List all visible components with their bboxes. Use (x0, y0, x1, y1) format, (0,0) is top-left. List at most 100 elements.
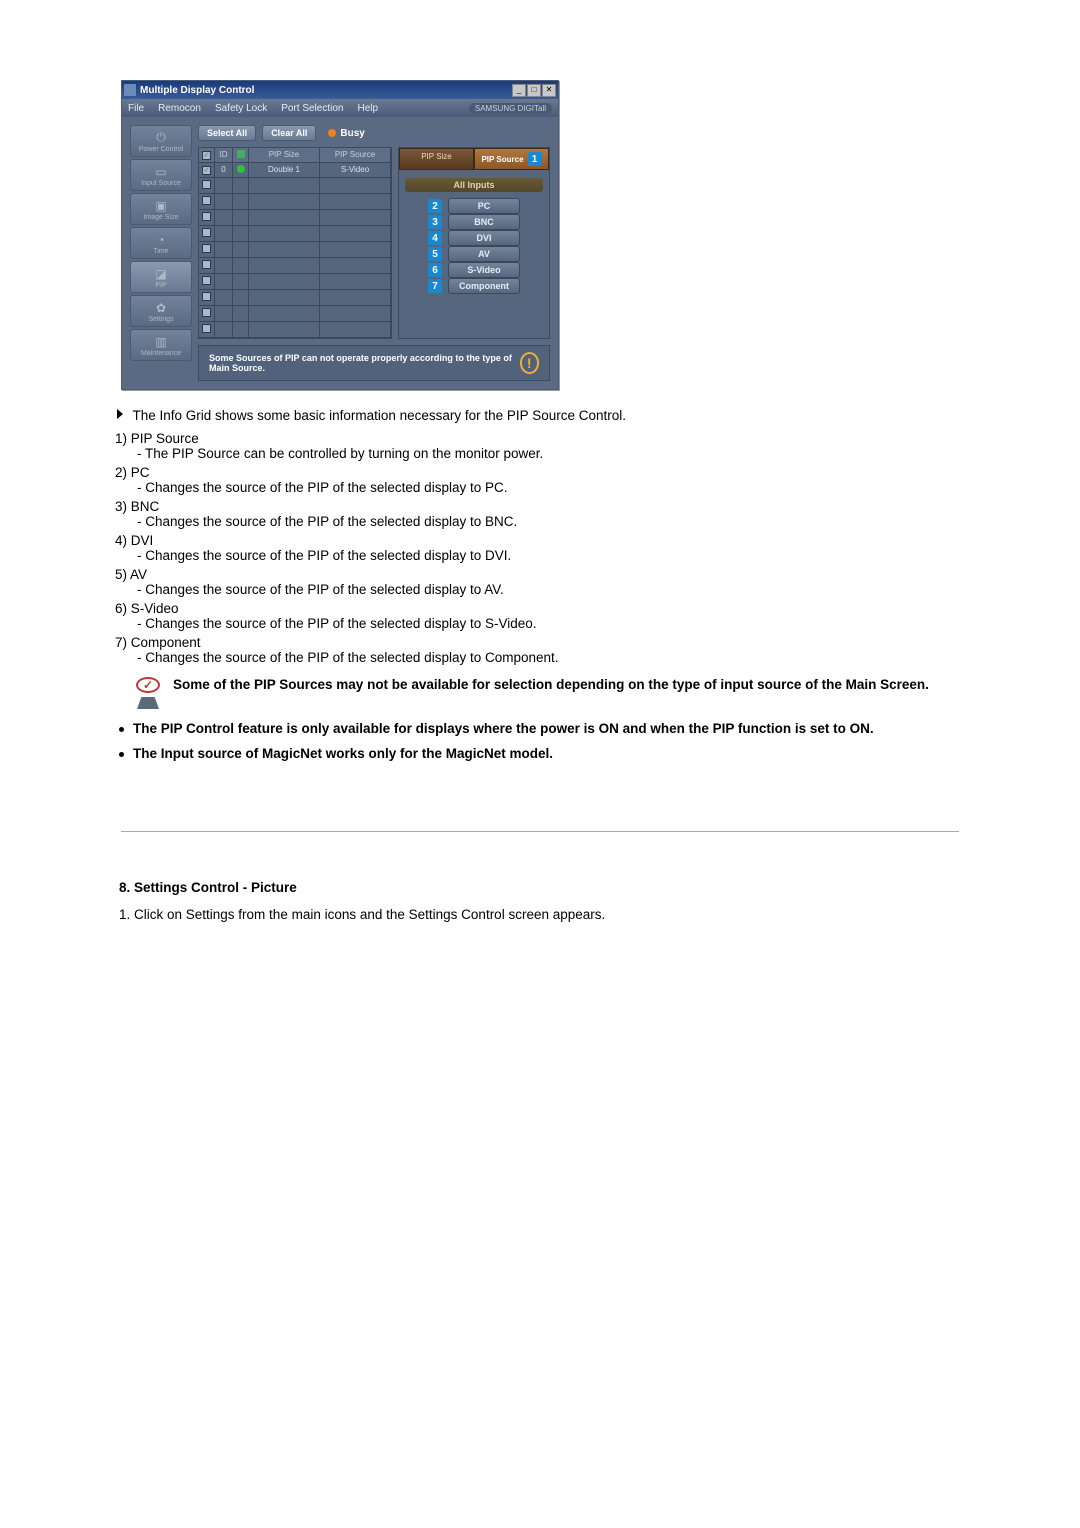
section-8-heading: 8. Settings Control - Picture (119, 880, 965, 895)
cell-id (215, 306, 233, 322)
row-checkbox[interactable] (202, 292, 211, 301)
menu-remocon[interactable]: Remocon (158, 103, 201, 114)
cell-status (233, 178, 249, 194)
bullet-list: The PIP Control feature is only availabl… (115, 721, 965, 761)
callout-badge: 2 (428, 199, 442, 213)
cell-id (215, 210, 233, 226)
cell-id (215, 194, 233, 210)
close-button[interactable]: ✕ (542, 84, 556, 97)
cell-id (215, 322, 233, 338)
callout-badge-1: 1 (528, 152, 542, 166)
maximize-button[interactable]: □ (527, 84, 541, 97)
cell-pip-size (249, 258, 320, 274)
sidebar: ⏻ Power Control ▭ Input Source ▣ Image S… (130, 125, 192, 381)
cell-pip-size (249, 242, 320, 258)
table-row[interactable] (199, 274, 391, 290)
warning-icon: ! (520, 352, 539, 374)
input-row: 4DVI (405, 230, 543, 246)
table-row[interactable] (199, 322, 391, 338)
section-8: 8. Settings Control - Picture 1. Click o… (119, 880, 965, 922)
table-row[interactable] (199, 306, 391, 322)
table-row[interactable]: 0Double 1S-Video (199, 163, 391, 178)
item-desc: Changes the source of the PIP of the sel… (115, 480, 965, 495)
input-source-button[interactable]: S-Video (448, 262, 520, 278)
image-size-icon: ▣ (150, 198, 172, 214)
cell-pip-source (320, 290, 391, 306)
tab-pip-size[interactable]: PIP Size (399, 148, 474, 170)
cell-pip-source (320, 210, 391, 226)
input-source-button[interactable]: AV (448, 246, 520, 262)
input-source-button[interactable]: DVI (448, 230, 520, 246)
cell-pip-source (320, 194, 391, 210)
table-row[interactable] (199, 178, 391, 194)
sidebar-label: Power Control (139, 146, 183, 153)
item-desc: Changes the source of the PIP of the sel… (115, 514, 965, 529)
row-checkbox[interactable] (202, 212, 211, 221)
item-desc: Changes the source of the PIP of the sel… (115, 582, 965, 597)
table-row[interactable] (199, 258, 391, 274)
sidebar-item-power-control[interactable]: ⏻ Power Control (130, 125, 192, 157)
sidebar-item-pip[interactable]: ◪ PIP (130, 261, 192, 293)
row-checkbox[interactable] (202, 196, 211, 205)
cell-id (215, 178, 233, 194)
inputs-tabs: PIP Size PIP Source 1 (399, 148, 549, 170)
input-row: 7 Component (405, 278, 543, 294)
callout-badge: 7 (428, 279, 442, 293)
menu-file[interactable]: File (128, 103, 144, 114)
sidebar-item-image-size[interactable]: ▣ Image Size (130, 193, 192, 225)
input-source-button[interactable]: BNC (448, 214, 520, 230)
status-dot-icon (237, 165, 245, 173)
cell-status (233, 194, 249, 210)
menu-help[interactable]: Help (357, 103, 378, 114)
row-checkbox[interactable] (202, 180, 211, 189)
cell-pip-source (320, 242, 391, 258)
table-row[interactable] (199, 242, 391, 258)
sidebar-label: Time (153, 248, 168, 255)
menu-port-selection[interactable]: Port Selection (281, 103, 343, 114)
note-icon (133, 677, 163, 711)
all-inputs-label: All Inputs (405, 178, 543, 192)
select-all-button[interactable]: Select All (198, 125, 256, 141)
table-row[interactable] (199, 226, 391, 242)
sidebar-label: Image Size (143, 214, 178, 221)
input-row: 6S-Video (405, 262, 543, 278)
sidebar-item-maintenance[interactable]: ▥ Maintenance (130, 329, 192, 361)
note-block: Some of the PIP Sources may not be avail… (133, 677, 965, 711)
bullet-item: The Input source of MagicNet works only … (115, 746, 965, 761)
sidebar-label: PIP (155, 282, 166, 289)
table-row[interactable] (199, 290, 391, 306)
item-desc: Changes the source of the PIP of the sel… (115, 548, 965, 563)
table-row[interactable] (199, 194, 391, 210)
cell-pip-size (249, 322, 320, 338)
input-row: 5AV (405, 246, 543, 262)
cell-pip-size (249, 306, 320, 322)
sidebar-item-time[interactable]: ◔ Time (130, 227, 192, 259)
row-checkbox[interactable] (202, 166, 211, 175)
menu-safety-lock[interactable]: Safety Lock (215, 103, 267, 114)
row-checkbox[interactable] (202, 260, 211, 269)
item-label: 1) PIP Source (115, 431, 965, 446)
row-checkbox[interactable] (202, 276, 211, 285)
row-checkbox[interactable] (202, 244, 211, 253)
minimize-button[interactable]: _ (512, 84, 526, 97)
tab-pip-source[interactable]: PIP Source 1 (474, 148, 549, 170)
sidebar-item-settings[interactable]: ✿ Settings (130, 295, 192, 327)
input-source-button[interactable]: PC (448, 198, 520, 214)
sidebar-item-input-source[interactable]: ▭ Input Source (130, 159, 192, 191)
body-text: The Info Grid shows some basic informati… (115, 408, 965, 922)
intro-text: The Info Grid shows some basic informati… (133, 408, 626, 423)
table-row[interactable] (199, 210, 391, 226)
list-item: 4) DVIChanges the source of the PIP of t… (115, 533, 965, 563)
cell-pip-source (320, 258, 391, 274)
row-checkbox[interactable] (202, 228, 211, 237)
section-8-step: 1. Click on Settings from the main icons… (119, 907, 965, 922)
row-checkbox[interactable] (202, 324, 211, 333)
col-pip-source: PIP Source (320, 148, 391, 163)
row-checkbox[interactable] (202, 308, 211, 317)
clear-all-button[interactable]: Clear All (262, 125, 316, 141)
sidebar-label: Input Source (141, 180, 181, 187)
item-label: 5) AV (115, 567, 965, 582)
item-label: 2) PC (115, 465, 965, 480)
cell-status (233, 226, 249, 242)
input-source-button[interactable]: Component (448, 278, 520, 294)
